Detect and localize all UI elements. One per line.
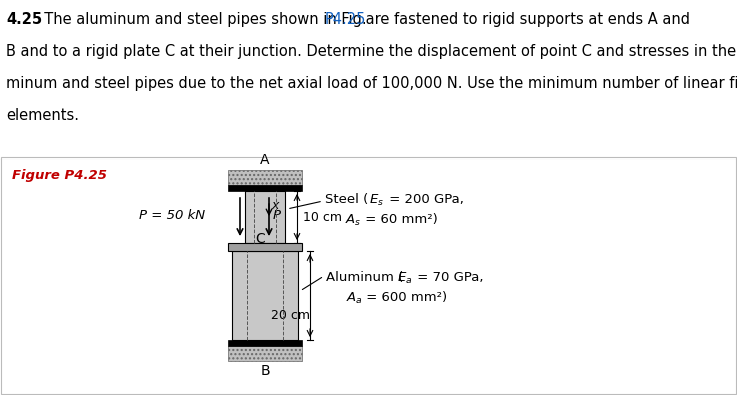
Text: P = 50 kN: P = 50 kN [139, 209, 205, 222]
Text: Aluminum (: Aluminum ( [326, 271, 403, 284]
Text: The aluminum and steel pipes shown in Fig.: The aluminum and steel pipes shown in Fi… [35, 12, 371, 27]
Text: $E_s$: $E_s$ [369, 193, 384, 208]
Bar [228, 346, 302, 361]
Text: x: x [271, 199, 279, 212]
Bar [228, 243, 302, 251]
Text: Figure P4.25: Figure P4.25 [12, 169, 107, 182]
Text: P: P [273, 209, 281, 222]
Text: B and to a rigid plate C at their junction. Determine the displacement of point : B and to a rigid plate C at their juncti… [6, 44, 737, 59]
Text: P4.25: P4.25 [325, 12, 366, 27]
Text: = 60 mm²): = 60 mm²) [361, 213, 438, 226]
Text: Steel (: Steel ( [325, 193, 368, 206]
Bar [245, 191, 285, 243]
Bar [228, 340, 302, 346]
Text: $A_s$: $A_s$ [345, 213, 361, 228]
Text: = 70 GPa,: = 70 GPa, [413, 271, 483, 284]
Text: = 200 GPa,: = 200 GPa, [385, 193, 464, 206]
Bar [228, 185, 302, 191]
Text: 20 cm: 20 cm [271, 309, 310, 322]
Text: elements.: elements. [6, 108, 79, 123]
Text: C: C [255, 232, 265, 246]
Text: A: A [260, 153, 270, 167]
Bar [232, 251, 298, 340]
Text: B: B [260, 364, 270, 378]
Text: minum and steel pipes due to the net axial load of 100,000 N. Use the minimum nu: minum and steel pipes due to the net axi… [6, 76, 737, 91]
Text: = 600 mm²): = 600 mm²) [362, 291, 447, 304]
Text: are fastened to rigid supports at ends A and: are fastened to rigid supports at ends A… [361, 12, 690, 27]
Text: 4.25: 4.25 [6, 12, 42, 27]
Text: 10 cm: 10 cm [303, 211, 342, 224]
Text: $E_a$: $E_a$ [397, 271, 413, 286]
Text: $A_a$: $A_a$ [346, 291, 363, 306]
Bar [228, 170, 302, 185]
